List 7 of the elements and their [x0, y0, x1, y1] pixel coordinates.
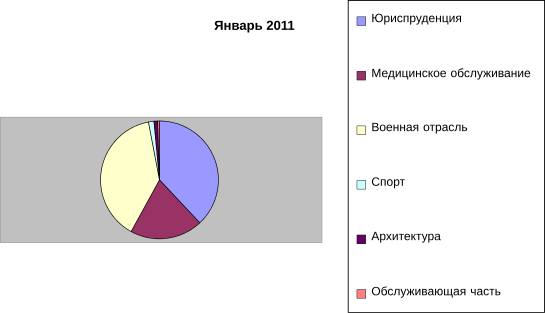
legend-label: Юриспруденция: [372, 14, 462, 25]
legend-label: Обслуживающая часть: [372, 286, 500, 298]
legend-label: Военная отрасль: [372, 122, 468, 134]
legend-label: Медицинское обслуживание: [372, 68, 530, 80]
legend-label: Спорт: [372, 177, 405, 188]
legend-label: Архитектура: [371, 232, 441, 243]
text: Январь 2011: [214, 20, 294, 33]
